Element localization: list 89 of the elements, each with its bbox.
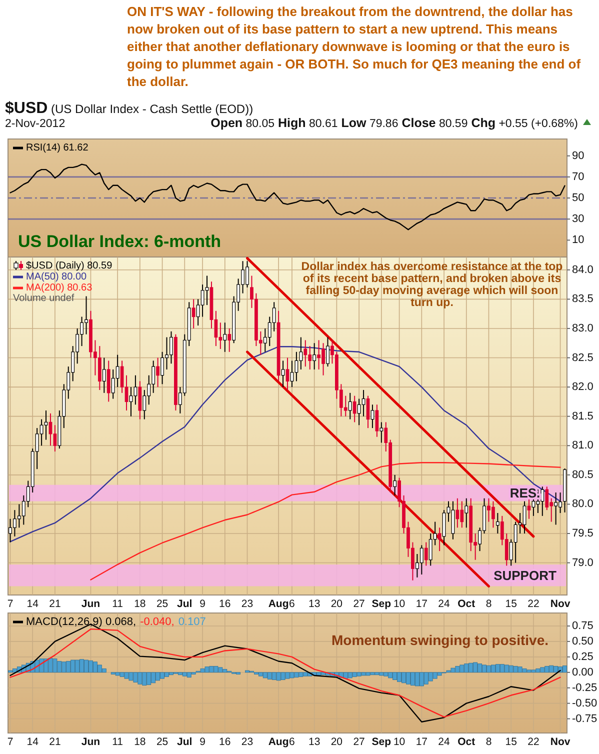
legend-label: MACD(12,26,9) 0.068, (26, 616, 136, 628)
x-tick-label: 27 (353, 598, 366, 610)
y-tick-label: 84.0 (572, 264, 594, 276)
legend-label: RSI(14) 61.62 (26, 142, 89, 154)
text: Open 80.05 High 80.61 Low 79.86 Close 80.59 Chg +0.55 (+0.68%) (210, 116, 578, 130)
x-tick-label: 15 (505, 598, 518, 610)
y-tick-label: 90 (572, 150, 584, 162)
x-tick-label: Oct (458, 736, 476, 748)
x-tick-label: 17 (416, 598, 428, 610)
x-tick-label: 15 (505, 736, 518, 748)
x-tick-label: 14 (26, 598, 39, 610)
x-tick-label: 13 (308, 598, 320, 610)
x-tick-label: 16 (219, 598, 231, 610)
series-label: -0.040, (140, 616, 174, 628)
x-tick-label: 8 (486, 598, 492, 610)
y-tick-label: 79.5 (572, 527, 594, 540)
y-tick-label: 80.5 (572, 468, 594, 481)
y-tick-label: 80.0 (572, 498, 594, 510)
annotation: Dollar index has overcome resistance at the top of its recent base pattern, and broken above its falling 50-day moving average which will soon turn up. (301, 261, 563, 309)
x-tick-label: 25 (156, 598, 168, 610)
y-tick-label: 0.00 (572, 666, 594, 678)
legend-label: $USD (Daily) 80.59 (26, 260, 113, 272)
x-tick-label: 10 (393, 598, 406, 610)
x-tick-label: 24 (438, 598, 450, 610)
x-tick-label: Jul (177, 598, 192, 610)
x-tick-label: 22 (528, 736, 540, 748)
x-tick-label: 17 (416, 736, 428, 748)
x-tick-label: 9 (200, 598, 206, 610)
x-tick-label: 16 (219, 736, 231, 748)
legend-label: MA(200) 80.63 (26, 282, 93, 294)
y-tick-label: 79.0 (572, 556, 594, 569)
band-label: SUPPORT (494, 568, 556, 583)
x-tick-label: Jun (81, 598, 100, 610)
x-tick-label: 7 (7, 736, 14, 748)
legend-label: MA(50) 80.00 (26, 272, 88, 282)
x-tick-label: Nov (550, 598, 570, 610)
x-tick-label: 13 (308, 736, 320, 748)
chart-title: US Dollar Index: 6-month (18, 232, 222, 251)
y-tick-label: -0.50 (572, 697, 598, 710)
x-tick-label: 21 (49, 736, 61, 748)
y-tick-label: 82.0 (572, 381, 594, 394)
x-tick-label: 6 (289, 736, 296, 748)
annotation: Momentum swinging to positive. (332, 632, 548, 648)
y-tick-label: 81.0 (572, 440, 594, 452)
y-tick-label: 10 (572, 234, 584, 246)
x-tick-label: 21 (49, 598, 61, 610)
x-tick-label: 20 (330, 736, 343, 748)
x-tick-label: 10 (393, 736, 406, 748)
y-tick-label: 83.5 (572, 293, 594, 306)
y-tick-label: 50 (572, 192, 584, 204)
x-tick-label: 18 (134, 598, 146, 610)
x-tick-label: Sep (372, 598, 392, 610)
y-tick-label: 0.75 (572, 620, 594, 632)
x-tick-label: 14 (26, 736, 39, 748)
x-tick-label: Aug (268, 736, 289, 748)
y-tick-label: 70 (572, 170, 584, 183)
x-tick-label: 27 (353, 736, 366, 748)
y-tick-label: 83.0 (572, 322, 594, 334)
x-tick-label: 7 (7, 598, 14, 610)
x-tick-label: 9 (200, 736, 206, 748)
y-tick-label: 81.5 (572, 410, 594, 422)
text: 0.107 (178, 616, 206, 628)
x-tick-label: Oct (458, 598, 476, 610)
y-tick-label: 30 (572, 213, 584, 226)
x-tick-label: Jul (177, 736, 192, 748)
x-tick-label: Sep (372, 736, 392, 748)
x-tick-label: 25 (156, 736, 168, 748)
x-tick-label: 24 (438, 736, 450, 748)
text: 2-Nov-2012 (5, 118, 66, 130)
y-tick-label: 0.50 (572, 635, 594, 648)
x-tick-label: 18 (134, 736, 146, 748)
x-tick-label: Nov (550, 736, 570, 748)
chart-title: ON IT'S WAY - following the breakout from the downtrend, the dollar has now broken out of its base pattern to start a new uptrend. This means either that another deflationary downwave is looming or that the euro is going to plummet again - OR BOTH. So much for QE3 meaning the end of the dollar. (127, 4, 582, 89)
x-tick-label: Aug (268, 598, 289, 610)
y-tick-label: 0.25 (572, 650, 594, 663)
annotation: Volume undef (13, 293, 74, 304)
x-tick-label: 23 (241, 598, 254, 610)
x-tick-label: 11 (112, 598, 124, 610)
y-tick-label: 82.5 (572, 352, 594, 364)
x-tick-label: Jun (81, 736, 100, 748)
y-tick-label: -0.75 (572, 712, 598, 725)
x-tick-label: 6 (289, 598, 296, 610)
x-tick-label: 11 (112, 736, 124, 748)
y-tick-label: -0.25 (572, 682, 598, 694)
x-tick-label: 22 (528, 598, 540, 610)
chart-subtitle: $USD (US Dollar Index - Cash Settle (EOD)) (5, 100, 254, 117)
x-tick-label: 23 (241, 736, 254, 748)
x-tick-label: 20 (330, 598, 343, 610)
x-tick-label: 8 (486, 736, 492, 748)
